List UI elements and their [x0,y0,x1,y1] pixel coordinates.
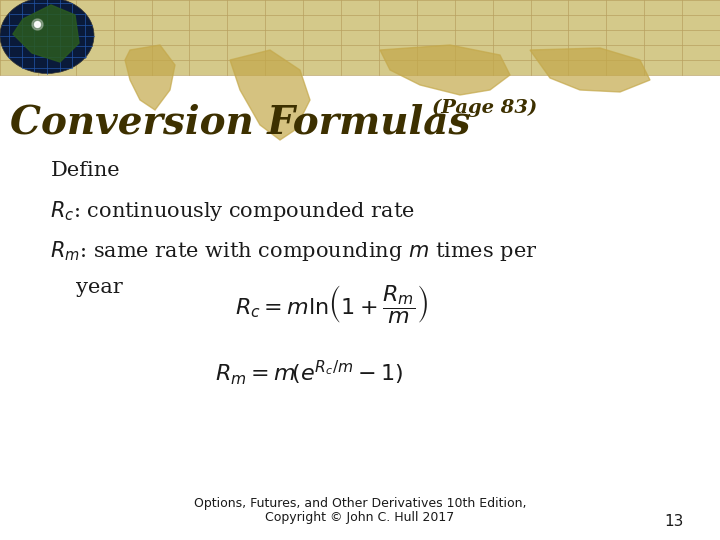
Text: Conversion Formulas: Conversion Formulas [10,103,470,141]
Polygon shape [13,5,79,62]
Polygon shape [230,50,310,140]
Polygon shape [530,48,650,92]
Text: (Page 83): (Page 83) [432,99,537,117]
Text: 13: 13 [665,514,684,529]
Ellipse shape [0,0,94,73]
Polygon shape [380,45,510,95]
Text: $R_m = m\!\left(e^{R_c/m} - 1\right)$: $R_m = m\!\left(e^{R_c/m} - 1\right)$ [215,358,404,387]
Bar [0,0,720,75]
Text: $R_c = m\ln\!\left(1 + \dfrac{R_m}{m}\right)$: $R_c = m\ln\!\left(1 + \dfrac{R_m}{m}\ri… [235,284,428,326]
Text: Copyright © John C. Hull 2017: Copyright © John C. Hull 2017 [266,511,454,524]
Text: $R_m$: same rate with compounding $m$ times per: $R_m$: same rate with compounding $m$ ti… [50,239,538,263]
Text: Options, Futures, and Other Derivatives 10th Edition,: Options, Futures, and Other Derivatives … [194,497,526,510]
Text: Define: Define [50,160,120,180]
Polygon shape [125,45,175,110]
Text: $R_c$: continuously compounded rate: $R_c$: continuously compounded rate [50,199,415,222]
Text: year: year [76,278,122,297]
